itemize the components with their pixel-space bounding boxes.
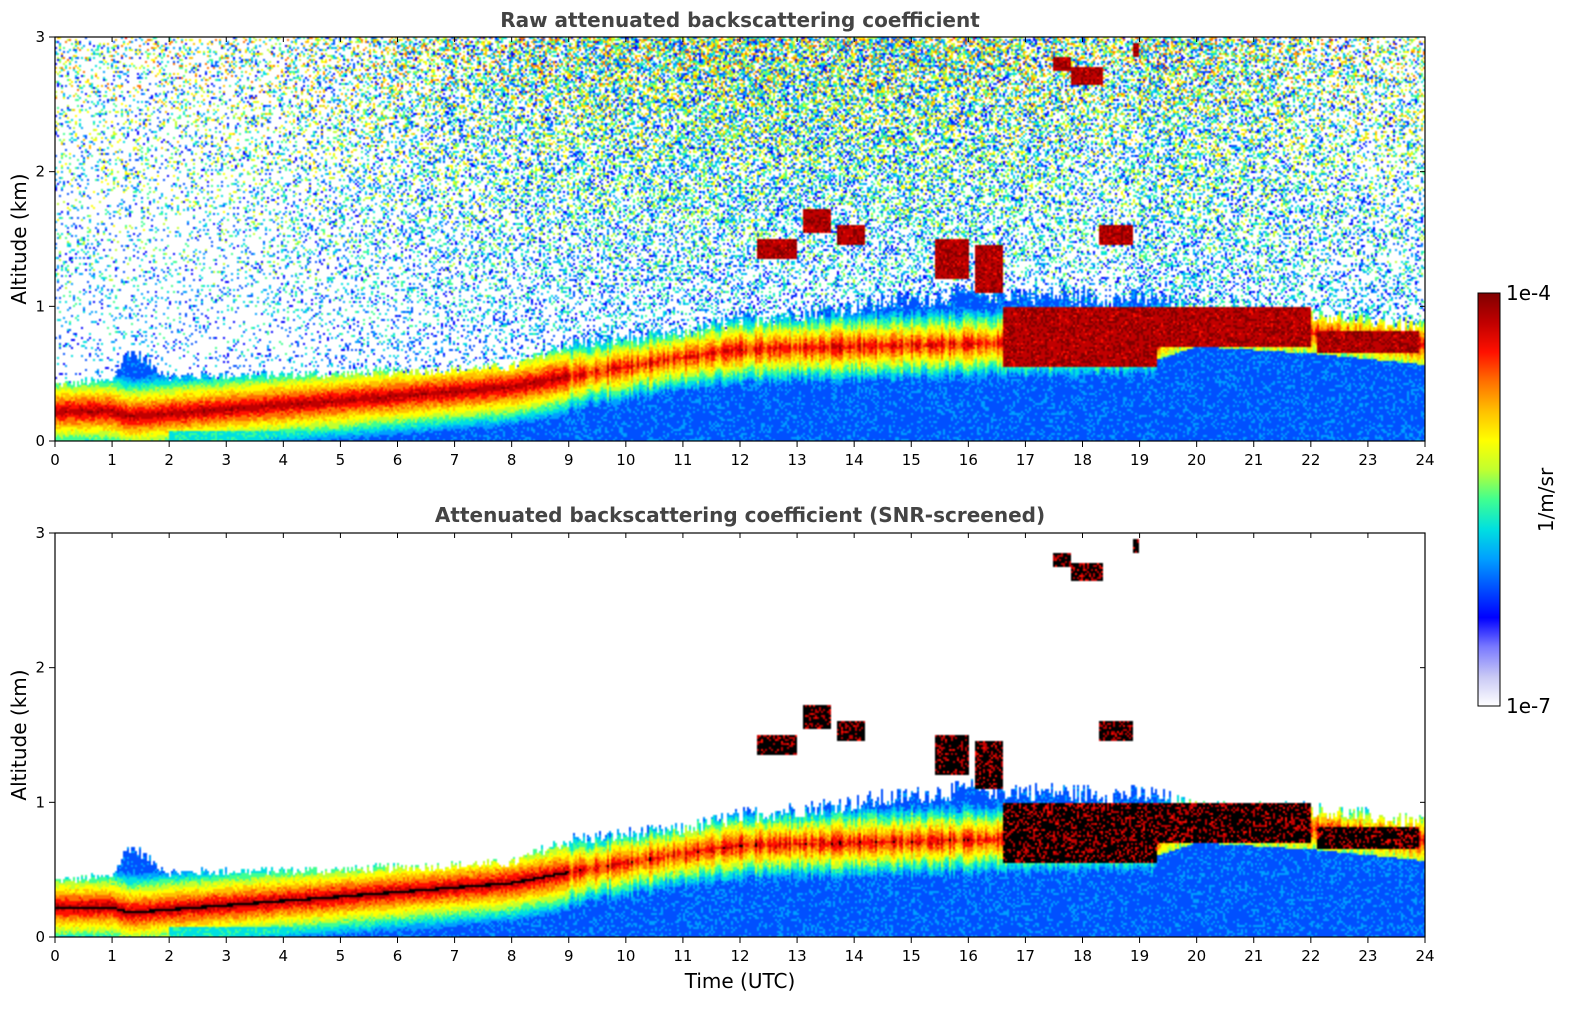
x-tick-label: 12 <box>730 451 749 469</box>
x-tick-label: 14 <box>845 451 864 469</box>
x-tick-label: 17 <box>1016 451 1035 469</box>
x-tick-label: 5 <box>336 451 346 469</box>
x-tick-label: 19 <box>1130 947 1149 965</box>
x-tick-label: 10 <box>616 451 635 469</box>
x-tick-label: 4 <box>279 947 289 965</box>
x-tick-label: 23 <box>1358 947 1377 965</box>
screened-x-axis: 0 1 2 3 4 5 6 7 8 9 10 11 12 13 14 15 16 17 18 19 20 21 22 23 24 <box>50 533 1435 965</box>
x-tick-label: 18 <box>1073 947 1092 965</box>
colorbar: 1e-4 1e-7 1/m/sr <box>1477 281 1558 718</box>
y-tick-label: 3 <box>35 524 45 542</box>
y-tick-label: 0 <box>35 432 45 450</box>
raw-y-axis: 0 1 2 3 <box>35 28 1425 450</box>
x-tick-label: 20 <box>1187 451 1206 469</box>
x-tick-label: 18 <box>1073 451 1092 469</box>
x-tick-label: 22 <box>1301 451 1320 469</box>
colorbar-max-label: 1e-4 <box>1506 281 1551 305</box>
x-tick-label: 11 <box>673 947 692 965</box>
x-tick-label: 8 <box>507 451 517 469</box>
y-tick-label: 2 <box>35 163 45 181</box>
x-tick-label: 2 <box>164 947 174 965</box>
x-tick-label: 3 <box>221 451 231 469</box>
screened-y-axis-label: Altitude (km) <box>7 669 31 800</box>
x-tick-label: 9 <box>564 451 574 469</box>
x-tick-label: 19 <box>1130 451 1149 469</box>
x-tick-label: 2 <box>164 451 174 469</box>
colorbar-frame <box>1477 292 1501 707</box>
x-tick-label: 1 <box>107 451 117 469</box>
x-tick-label: 15 <box>902 451 921 469</box>
x-tick-label: 12 <box>730 947 749 965</box>
x-tick-label: 1 <box>107 947 117 965</box>
x-tick-label: 9 <box>564 947 574 965</box>
x-tick-label: 21 <box>1244 947 1263 965</box>
x-tick-label: 6 <box>393 947 403 965</box>
x-tick-label: 0 <box>50 451 60 469</box>
x-axis-label: Time (UTC) <box>684 969 796 993</box>
screened-backscatter-panel: Attenuated backscattering coefficient (S… <box>7 503 1435 993</box>
x-tick-label: 10 <box>616 947 635 965</box>
x-tick-label: 0 <box>50 947 60 965</box>
x-tick-label: 15 <box>902 947 921 965</box>
raw-backscatter-panel: Raw attenuated backscattering coefficien… <box>7 8 1435 469</box>
x-tick-label: 24 <box>1415 947 1434 965</box>
x-tick-label: 11 <box>673 451 692 469</box>
x-tick-label: 24 <box>1415 451 1434 469</box>
colorbar-min-label: 1e-7 <box>1506 694 1551 718</box>
x-tick-label: 6 <box>393 451 403 469</box>
x-tick-label: 21 <box>1244 451 1263 469</box>
x-tick-label: 5 <box>336 947 346 965</box>
x-tick-label: 8 <box>507 947 517 965</box>
colorbar-unit-label: 1/m/sr <box>1534 467 1558 532</box>
y-tick-label: 2 <box>35 659 45 677</box>
raw-y-axis-label: Altitude (km) <box>7 173 31 304</box>
x-tick-label: 3 <box>221 947 231 965</box>
x-tick-label: 7 <box>450 947 460 965</box>
x-tick-label: 16 <box>959 947 978 965</box>
x-tick-label: 16 <box>959 451 978 469</box>
x-tick-label: 14 <box>845 947 864 965</box>
x-tick-label: 23 <box>1358 451 1377 469</box>
colorbar-gradient <box>1478 293 1500 706</box>
x-tick-label: 22 <box>1301 947 1320 965</box>
y-tick-label: 1 <box>35 297 45 315</box>
x-tick-label: 4 <box>279 451 289 469</box>
y-tick-label: 1 <box>35 793 45 811</box>
x-tick-label: 17 <box>1016 947 1035 965</box>
x-tick-label: 7 <box>450 451 460 469</box>
raw-backscatter-heatmap <box>55 37 1425 441</box>
x-tick-label: 13 <box>788 451 807 469</box>
screened-y-axis: 0 1 2 3 <box>35 524 1425 946</box>
y-tick-label: 3 <box>35 28 45 46</box>
raw-x-axis: 0 1 2 3 4 5 6 7 8 9 10 11 12 13 14 15 16 17 18 19 20 21 22 23 24 <box>50 37 1435 469</box>
x-tick-label: 13 <box>788 947 807 965</box>
y-tick-label: 0 <box>35 928 45 946</box>
screened-backscatter-heatmap <box>55 533 1425 937</box>
raw-panel-title: Raw attenuated backscattering coefficien… <box>500 8 980 32</box>
x-tick-label: 20 <box>1187 947 1206 965</box>
screened-panel-title: Attenuated backscattering coefficient (S… <box>435 503 1045 527</box>
